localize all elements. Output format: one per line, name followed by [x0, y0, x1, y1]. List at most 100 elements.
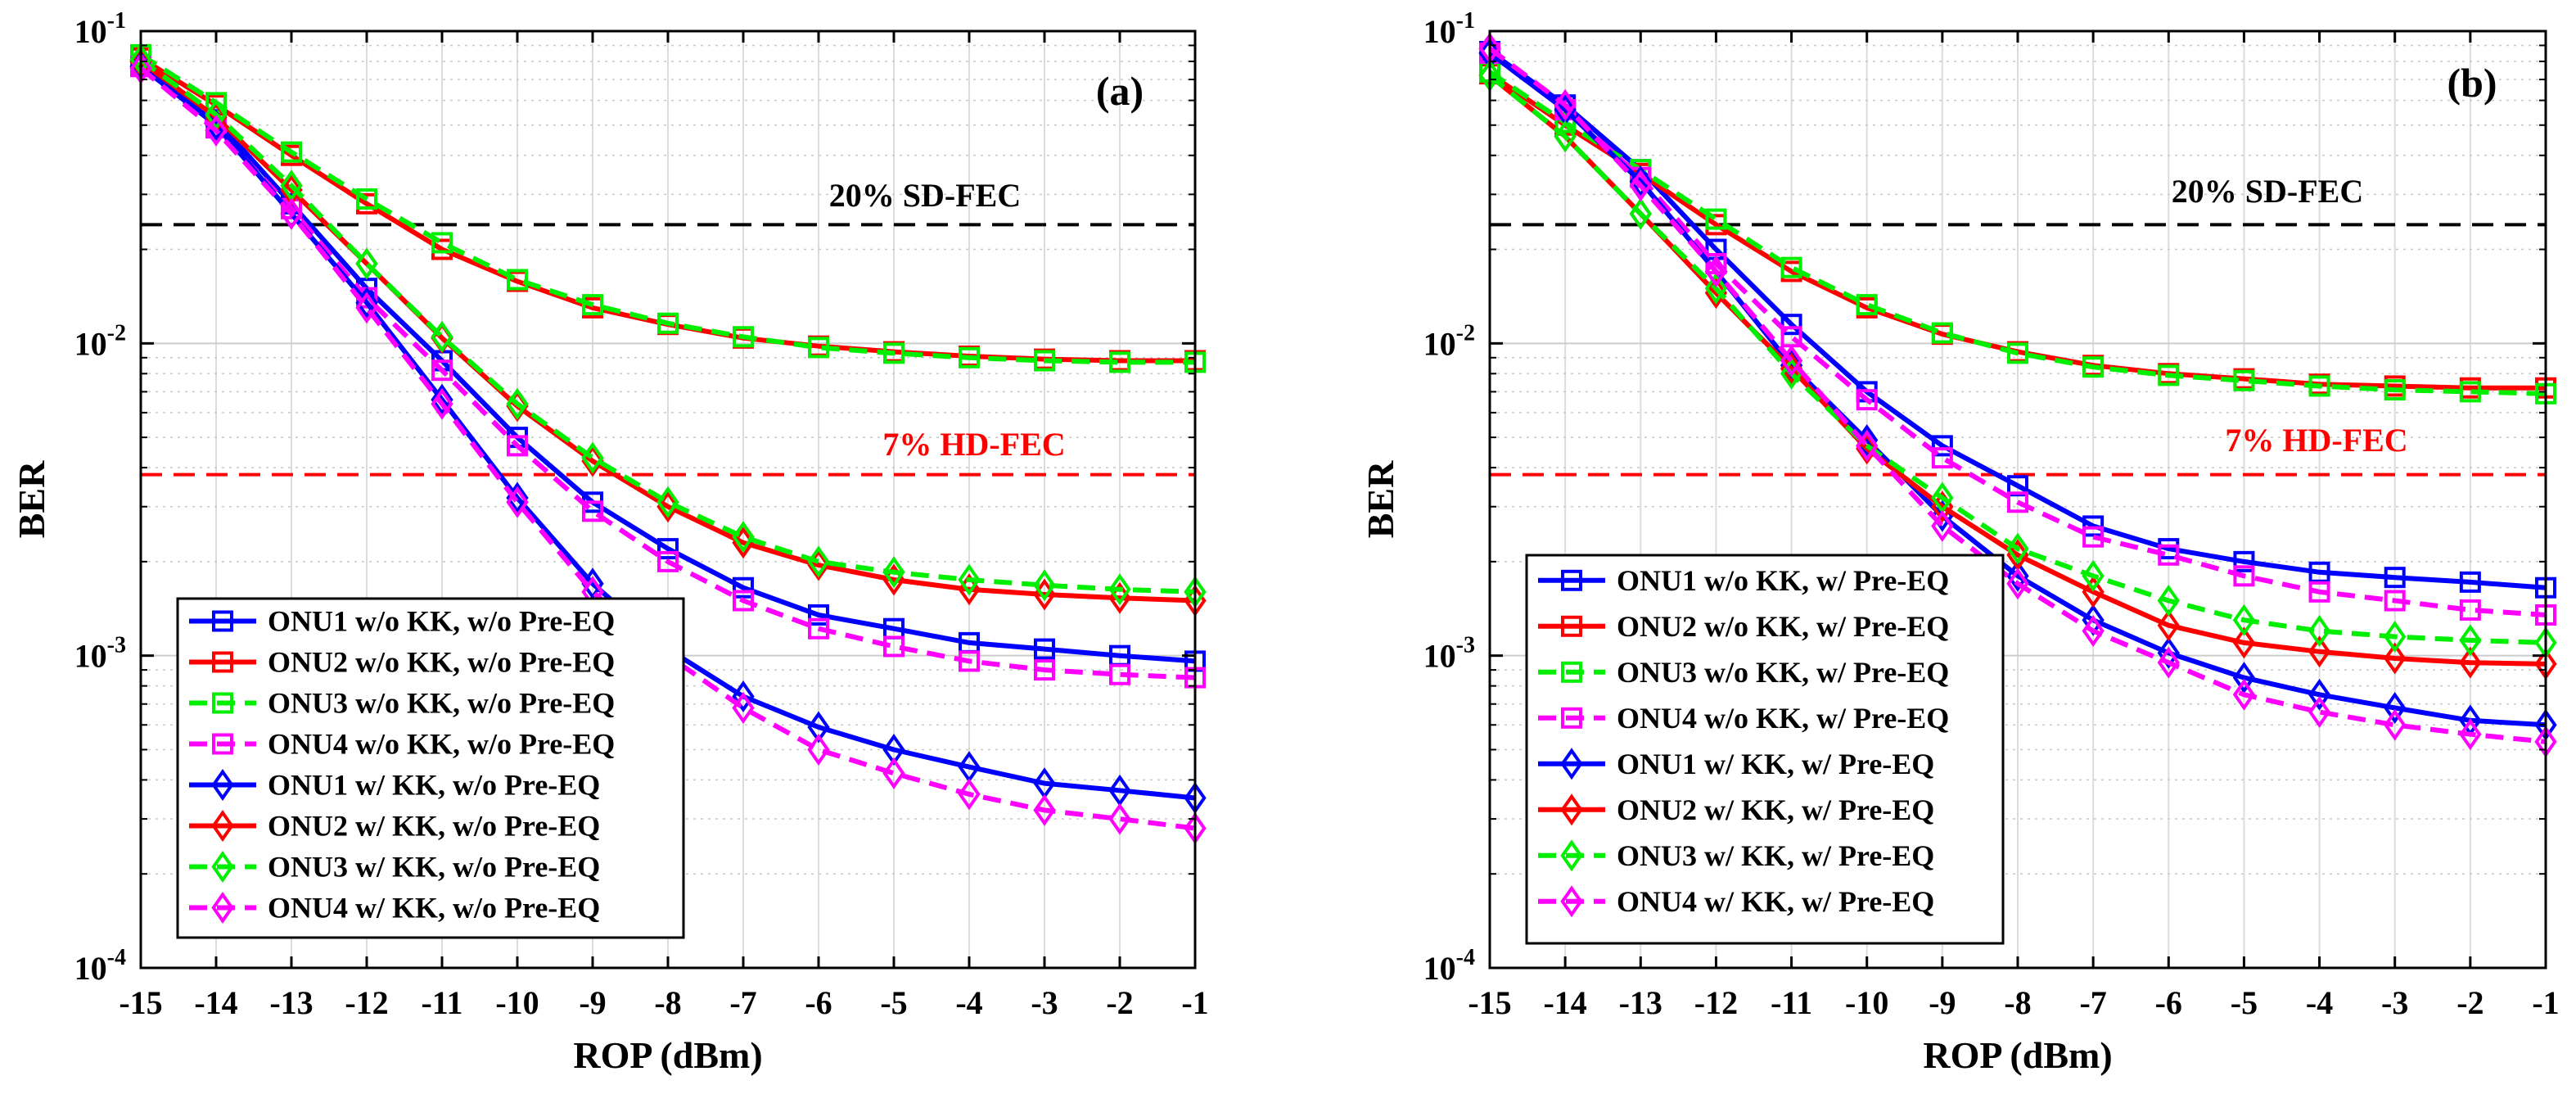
- x-tick-label: -6: [2155, 984, 2182, 1021]
- legend-item: ONU2 w/o KK, w/o Pre-EQ: [189, 646, 615, 679]
- data-point-square: [2082, 526, 2105, 548]
- x-axis-title: ROP (dBm): [1923, 1034, 2112, 1076]
- data-point-square: [1109, 663, 1130, 685]
- y-tick-base: 10: [1423, 950, 1456, 987]
- data-point-square: [1780, 314, 1802, 336]
- data-point-square: [959, 346, 980, 368]
- series-group: [1478, 32, 2557, 758]
- x-tick-label: -11: [1771, 984, 1812, 1021]
- data-point-square: [1931, 322, 1953, 344]
- data-point-diamond: [2384, 642, 2407, 675]
- legend-label: ONU1 w/ KK, w/ Pre-EQ: [1617, 748, 1934, 780]
- y-tick-label: 10-4: [1423, 945, 1475, 987]
- series-line: [1488, 74, 2547, 645]
- data-point-diamond: [581, 567, 604, 600]
- legend-item: ONU4 w/o KK, w/o Pre-EQ: [189, 728, 615, 761]
- legend-item: ONU3 w/o KK, w/ Pre-EQ: [1538, 656, 1949, 689]
- y-tick-exponent: -3: [107, 633, 126, 658]
- y-tick-label: 10-4: [74, 945, 126, 987]
- legend-item: ONU1 w/o KK, w/ Pre-EQ: [1538, 564, 1949, 597]
- data-point-diamond: [431, 383, 453, 416]
- legend-marker-diamond: [211, 810, 234, 842]
- legend-label: ONU2 w/o KK, w/o Pre-EQ: [268, 646, 615, 679]
- data-point-square: [507, 435, 528, 457]
- threshold-label-20-sd-fec: 20% SD-FEC: [2172, 173, 2363, 210]
- data-point-diamond: [807, 545, 830, 578]
- data-point-square: [657, 538, 679, 560]
- legend-label: ONU3 w/o KK, w/o Pre-EQ: [268, 687, 615, 720]
- series-line: [1488, 46, 2547, 744]
- legend-marker-square: [1561, 615, 1582, 637]
- data-point-square: [1931, 435, 1953, 457]
- series-line: [139, 62, 1196, 664]
- data-point-diamond: [958, 778, 981, 811]
- y-tick-exponent: -1: [107, 8, 126, 34]
- x-tick-label: -7: [2079, 984, 2106, 1021]
- data-point-diamond: [2082, 576, 2105, 608]
- series-line: [1488, 70, 2547, 396]
- legend-label: ONU4 w/ KK, w/o Pre-EQ: [268, 892, 600, 924]
- threshold-label-7-hd-fec: 7% HD-FEC: [2225, 422, 2407, 459]
- data-point-diamond: [280, 197, 303, 230]
- data-point-diamond: [882, 757, 905, 789]
- y-tick-exponent: -4: [1456, 945, 1475, 970]
- data-point-square: [1856, 294, 1878, 316]
- x-tick-label: -5: [880, 984, 907, 1021]
- data-point-diamond: [581, 445, 604, 477]
- x-tick-label: -2: [2456, 984, 2484, 1021]
- data-point-square: [2158, 544, 2180, 566]
- data-point-diamond: [656, 486, 679, 518]
- legend-item: ONU4 w/ KK, w/ Pre-EQ: [1538, 885, 1934, 918]
- panel-label: (b): [2447, 60, 2497, 106]
- data-point-diamond: [1931, 509, 1954, 542]
- legend-label: ONU2 w/o KK, w/ Pre-EQ: [1617, 610, 1949, 643]
- series-line: [139, 57, 1196, 594]
- series-line: [1488, 51, 2547, 617]
- data-point-diamond: [506, 486, 529, 518]
- data-point-diamond: [958, 563, 981, 596]
- data-point-diamond: [1629, 165, 1652, 198]
- series-line: [139, 52, 1195, 365]
- data-point-diamond: [2006, 567, 2029, 600]
- x-tick-label: -9: [1929, 984, 1956, 1021]
- x-axis: -15 -14 -13 -12 -11 -10 -9 -8 -7 -6 -5 -4 -3 -2 -1 ROP …: [119, 31, 1209, 1076]
- legend-item: ONU1 w/ KK, w/o Pre-EQ: [189, 769, 600, 802]
- legend-marker-diamond: [1560, 748, 1583, 780]
- data-point-square: [281, 141, 302, 163]
- data-point-square: [582, 500, 603, 522]
- data-point-square: [657, 550, 679, 572]
- legend-marker-diamond: [1560, 839, 1583, 872]
- data-point-square: [1856, 389, 1878, 411]
- data-point-square: [2308, 581, 2330, 603]
- data-point-diamond: [1554, 120, 1577, 153]
- data-point-square: [1034, 350, 1055, 372]
- y-tick-exponent: -3: [1456, 633, 1475, 658]
- data-point-diamond: [2308, 695, 2331, 728]
- x-axis-title: ROP (dBm): [573, 1034, 762, 1076]
- series-line: [139, 64, 1196, 680]
- data-point-diamond: [2232, 604, 2256, 636]
- legend-marker-square: [212, 733, 233, 755]
- data-point-square: [808, 604, 829, 626]
- legend-item: ONU4 w/o KK, w/ Pre-EQ: [1538, 702, 1949, 735]
- series-onu4-w-o-kk-w-pre-eq: [1479, 42, 2556, 626]
- legend-item: ONU2 w/ KK, w/o Pre-EQ: [189, 810, 600, 843]
- series-line: [1488, 49, 2547, 590]
- legend: ONU1 w/o KK, w/ Pre-EQ ONU2 w/o KK, w/ Pr…: [1525, 554, 2005, 945]
- data-point-square: [733, 326, 754, 348]
- legend-item: ONU4 w/ KK, w/o Pre-EQ: [189, 892, 600, 924]
- legend-marker-square: [212, 651, 233, 673]
- data-point-square: [1931, 447, 1953, 469]
- data-point-diamond: [506, 387, 529, 420]
- legend-item: ONU3 w/ KK, w/o Pre-EQ: [189, 851, 600, 884]
- data-point-diamond: [732, 692, 755, 725]
- series-line: [1488, 74, 2547, 667]
- data-point-square: [1034, 638, 1055, 660]
- y-tick-exponent: -2: [107, 320, 126, 346]
- legend-label: ONU3 w/ KK, w/o Pre-EQ: [268, 851, 600, 884]
- data-point-diamond: [2157, 646, 2180, 679]
- legend-marker-square: [1561, 661, 1582, 683]
- data-point-diamond: [2384, 621, 2407, 653]
